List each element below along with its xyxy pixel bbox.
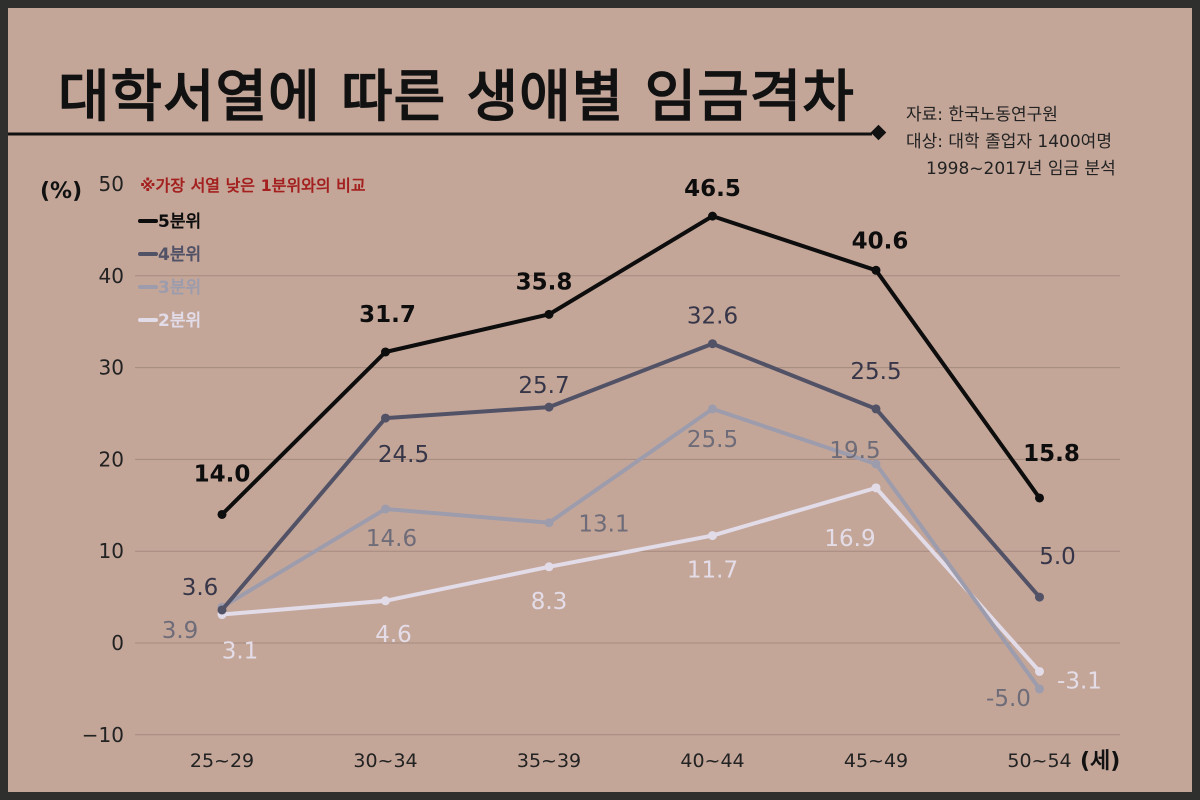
chart-title: 대학서열에 따른 생애별 임금격차 [58,65,855,130]
data-point [544,562,554,572]
y-tick-label: 40 [99,264,124,288]
data-label: 25.5 [687,427,738,453]
y-tick-label: 0 [111,631,124,655]
data-label: 5.0 [1039,544,1076,570]
data-label: 25.7 [518,373,569,399]
data-point [708,531,717,541]
y-tick-label: 30 [99,356,124,380]
data-point [381,347,390,357]
data-point [871,265,881,275]
data-point [708,404,717,414]
data-label: 8.3 [531,589,568,615]
data-label: 4.6 [375,622,412,648]
data-label: 11.7 [687,558,738,584]
source-note: 자료: 한국노동연구원 대상: 대학 졸업자 1400여명 1998~2017년… [906,102,1116,183]
legend-label: 3분위 [158,278,201,298]
data-label: 40.6 [852,228,909,254]
data-label: 25.5 [850,359,901,385]
data-point [1035,666,1044,676]
y-tick-label: 20 [99,447,124,471]
data-point [708,339,717,349]
data-label: 3.1 [222,639,259,665]
data-point [381,413,390,423]
legend: 5분위 4분위 3분위 2분위 [138,212,201,331]
data-label: 16.9 [824,526,875,552]
y-axis: −10 0 10 20 30 40 50 (%) ※가장 서열 낮은 1분위와의 비교 [40,172,366,747]
series-line [220,214,1042,516]
data-label: 24.5 [378,442,429,468]
y-tick-label: 10 [99,539,124,563]
series-lines [217,211,1044,694]
legend-label: 5분위 [158,212,201,232]
x-tick-label: 45~49 [844,750,908,772]
data-point [871,459,881,469]
data-point [381,596,390,606]
x-tick-label: 35~39 [517,750,581,772]
comparison-note: ※가장 서열 낮은 1분위와의 비교 [140,176,366,195]
source-line: 자료: 한국노동연구원 [906,105,1058,125]
data-label: 14.0 [194,461,251,487]
y-tick-label: −10 [82,723,124,747]
data-label: 46.5 [684,176,741,202]
data-label: 19.5 [829,438,880,464]
data-point [1035,592,1044,602]
data-label: -3.1 [1057,668,1102,694]
legend-label: 4분위 [158,245,201,265]
series-line [220,406,1042,691]
data-point [1035,684,1044,694]
period-line: 1998~2017년 임금 분석 [926,159,1116,179]
data-point [871,404,881,414]
divider-diamond [870,124,887,141]
data-label: 35.8 [516,269,573,295]
series-line [221,485,1041,673]
data-label: 15.8 [1023,441,1080,467]
x-tick-label: 40~44 [680,750,744,772]
data-label: 13.1 [578,512,629,538]
data-point [708,211,717,221]
data-labels: 14.0 31.7 35.8 46.5 40.6 15.8 3.6 24.5 25.7 32.6 2… [162,176,1102,712]
legend-label: 2분위 [158,311,201,331]
data-label: 31.7 [359,302,416,328]
data-point [871,483,881,493]
data-label: 3.9 [162,618,199,644]
y-axis-label: (%) [40,179,82,204]
data-point [1035,493,1044,503]
y-tick-label: 50 [99,172,124,196]
x-axis-unit: (세) [1080,749,1120,774]
data-point [544,402,554,412]
data-point [544,309,554,319]
target-line: 대상: 대학 졸업자 1400여명 [906,132,1112,152]
data-label: -5.0 [986,686,1031,712]
series-line [220,341,1042,612]
data-point [544,518,554,528]
x-axis: 25~29 30~34 35~39 40~44 45~49 50~54 (세) [190,749,1121,774]
title-divider [8,124,887,141]
data-point [381,504,390,514]
data-point [217,605,227,615]
x-tick-label: 50~54 [1007,750,1071,772]
data-label: 14.6 [366,526,417,552]
data-label: 3.6 [182,575,219,601]
chart-background [8,8,1192,792]
data-label: 32.6 [687,304,738,330]
x-tick-label: 25~29 [190,750,254,772]
data-point [217,509,227,519]
x-tick-label: 30~34 [353,750,417,772]
gridlines [135,275,1120,736]
